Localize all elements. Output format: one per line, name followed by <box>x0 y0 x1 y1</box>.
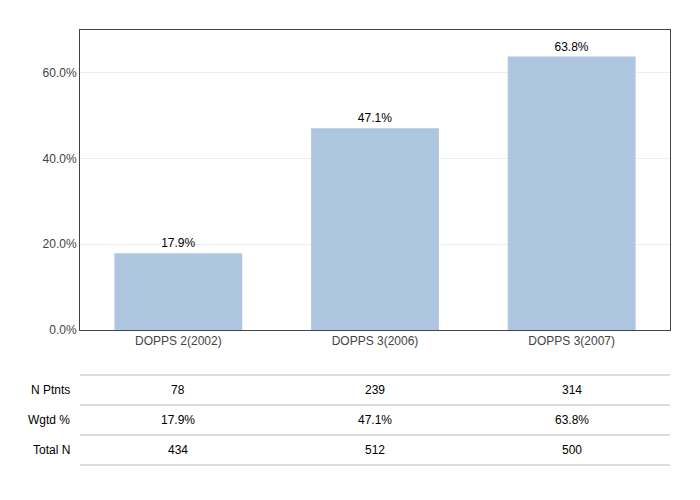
svg-text:N Ptnts: N Ptnts <box>31 383 70 397</box>
svg-text:434: 434 <box>168 443 188 457</box>
svg-text:17.9%: 17.9% <box>161 236 195 250</box>
svg-text:60.0%: 60.0% <box>43 66 77 80</box>
svg-text:DOPPS 3(2007): DOPPS 3(2007) <box>528 334 615 348</box>
svg-text:DOPPS 2(2002): DOPPS 2(2002) <box>135 334 222 348</box>
svg-text:63.8%: 63.8% <box>554 40 588 54</box>
svg-text:0.0%: 0.0% <box>49 323 77 337</box>
svg-text:40.0%: 40.0% <box>43 152 77 166</box>
svg-text:DOPPS 3(2006): DOPPS 3(2006) <box>332 334 419 348</box>
svg-text:63.8%: 63.8% <box>555 413 589 427</box>
svg-text:47.1%: 47.1% <box>358 111 392 125</box>
svg-text:17.9%: 17.9% <box>161 413 195 427</box>
svg-text:Wgtd %: Wgtd % <box>28 413 70 427</box>
svg-text:512: 512 <box>365 443 385 457</box>
svg-text:Total N: Total N <box>33 443 70 457</box>
svg-text:47.1%: 47.1% <box>358 413 392 427</box>
svg-text:239: 239 <box>365 383 385 397</box>
svg-text:20.0%: 20.0% <box>43 237 77 251</box>
svg-text:314: 314 <box>562 383 582 397</box>
svg-text:500: 500 <box>562 443 582 457</box>
svg-text:78: 78 <box>171 383 185 397</box>
